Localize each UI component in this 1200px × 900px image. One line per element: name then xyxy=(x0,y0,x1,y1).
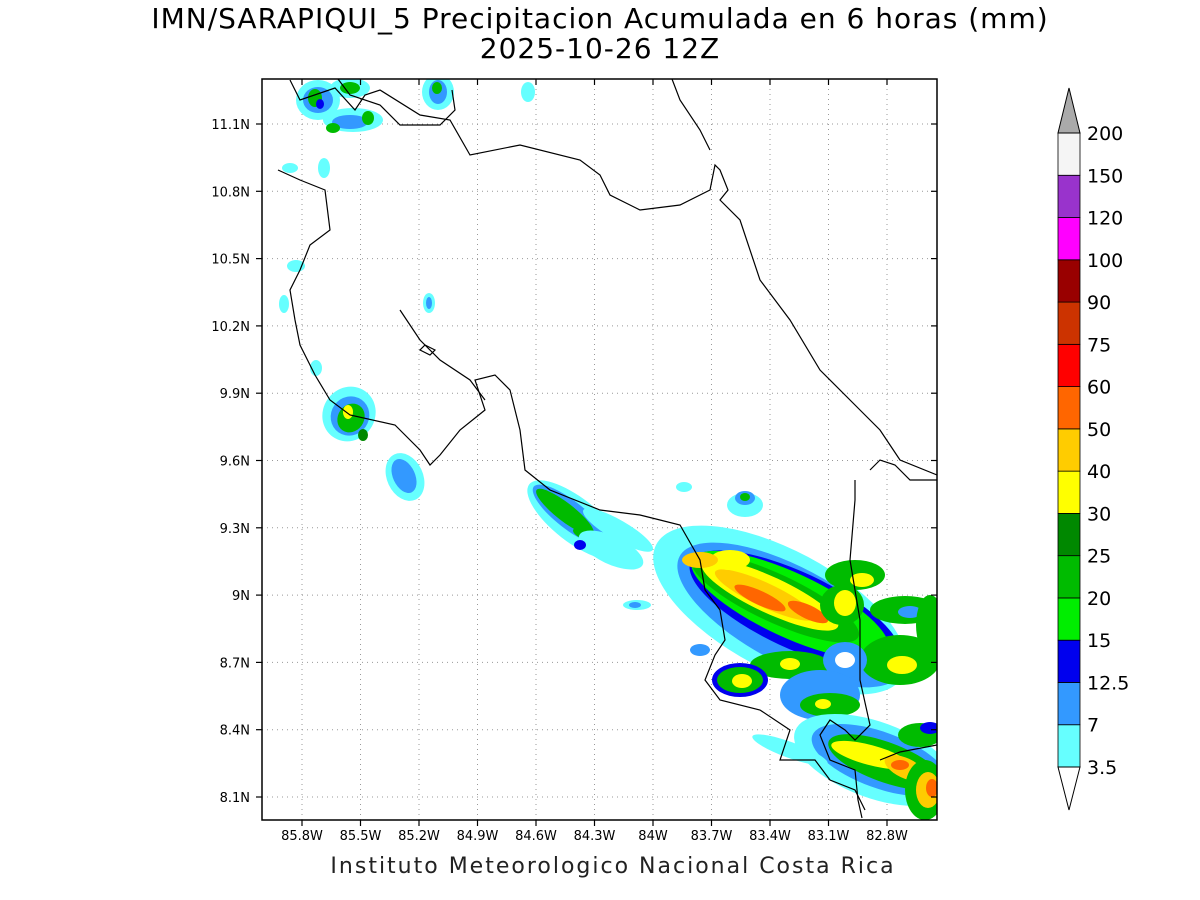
colorbar-label: 200 xyxy=(1087,123,1123,145)
colorbar-under-arrow xyxy=(1057,766,1081,811)
x-tick-label: 84.9W xyxy=(457,829,499,844)
colorbar-swatch xyxy=(1057,428,1081,472)
x-tick-label: 85.2W xyxy=(398,829,440,844)
x-tick-label: 82.8W xyxy=(866,829,908,844)
y-tick-label: 8.1N xyxy=(220,791,250,806)
colorbar-over-arrow xyxy=(1057,87,1081,134)
colorbar-label: 20 xyxy=(1087,588,1111,610)
y-tick-label: 9.3N xyxy=(220,522,250,537)
colorbar-swatch xyxy=(1057,386,1081,430)
colorbar-legend: 3.5 7 12.5 15 20 25 30 40 50 60 75 90 100 120 150 200 xyxy=(1057,87,1129,811)
map-subtitle-datetime: 2025-10-26 12Z xyxy=(479,32,721,65)
colorbar-label: 40 xyxy=(1087,461,1111,483)
x-tick-label: 84.3W xyxy=(574,829,616,844)
colorbar-swatch xyxy=(1057,513,1081,557)
colorbar-swatch xyxy=(1057,259,1081,303)
x-tick-label: 83.1W xyxy=(808,829,850,844)
colorbar-label: 60 xyxy=(1087,377,1111,399)
x-tick-label: 83.7W xyxy=(691,829,733,844)
y-tick-label: 8.4N xyxy=(220,724,250,739)
x-tick-label: 84W xyxy=(638,829,668,844)
colorbar-swatch xyxy=(1057,682,1081,726)
colorbar-label: 75 xyxy=(1087,334,1111,356)
colorbar-swatch xyxy=(1057,597,1081,641)
precipitation-field xyxy=(279,79,937,820)
colorbar-swatch xyxy=(1057,724,1081,768)
colorbar-swatch xyxy=(1057,217,1081,261)
x-tick-label: 85.5W xyxy=(340,829,382,844)
y-tick-label: 10.2N xyxy=(211,320,250,335)
colorbar-label: 25 xyxy=(1087,546,1111,568)
colorbar-label: 7 xyxy=(1087,715,1099,737)
y-tick-label: 8.7N xyxy=(220,656,250,671)
y-tick-label: 9.6N xyxy=(220,455,250,470)
x-tick-label: 84.6W xyxy=(515,829,557,844)
x-tick-label: 85.8W xyxy=(281,829,323,844)
colorbar-swatch xyxy=(1057,343,1081,388)
x-axis: 85.8W 85.5W 85.2W 84.9W 84.6W 84.3W 84W 83.7W 83… xyxy=(281,79,908,844)
y-tick-label: 10.5N xyxy=(211,253,250,268)
footer-credit: Instituto Meteorologico Nacional Costa R… xyxy=(330,854,896,879)
colorbar-label: 50 xyxy=(1087,419,1111,441)
map-frame xyxy=(261,78,938,821)
colorbar-label: 15 xyxy=(1087,630,1111,652)
y-tick-label: 9.9N xyxy=(220,387,250,402)
x-tick-label: 83.4W xyxy=(749,829,791,844)
colorbar-label: 3.5 xyxy=(1087,757,1117,779)
precip-cell-southern-pacific xyxy=(653,491,937,720)
colorbar-label: 90 xyxy=(1087,292,1111,314)
map-title: IMN/SARAPIQUI_5 Precipitacion Acumulada … xyxy=(151,2,1049,35)
y-tick-label: 11.1N xyxy=(211,118,250,133)
colorbar-swatch xyxy=(1057,132,1081,176)
y-tick-label: 10.8N xyxy=(211,185,250,200)
coastline-map-lines xyxy=(277,79,937,819)
colorbar-swatch xyxy=(1057,555,1081,599)
colorbar-label: 12.5 xyxy=(1087,672,1129,694)
colorbar-label: 100 xyxy=(1087,250,1123,272)
colorbar-label: 150 xyxy=(1087,165,1123,187)
colorbar-swatch xyxy=(1057,174,1081,218)
precip-band-central-pacific xyxy=(527,480,692,610)
colorbar-label: 120 xyxy=(1087,208,1123,230)
colorbar-swatch xyxy=(1057,639,1081,683)
colorbar-label: 30 xyxy=(1087,503,1111,525)
precip-cell-southeast xyxy=(752,713,937,820)
colorbar-swatch xyxy=(1057,301,1081,345)
y-axis: 11.1N 10.8N 10.5N 10.2N 9.9N 9.6N 9.3N 9N 8.7N 8.… xyxy=(211,118,937,806)
colorbar-swatch xyxy=(1057,470,1081,514)
y-tick-label: 9N xyxy=(232,589,250,604)
